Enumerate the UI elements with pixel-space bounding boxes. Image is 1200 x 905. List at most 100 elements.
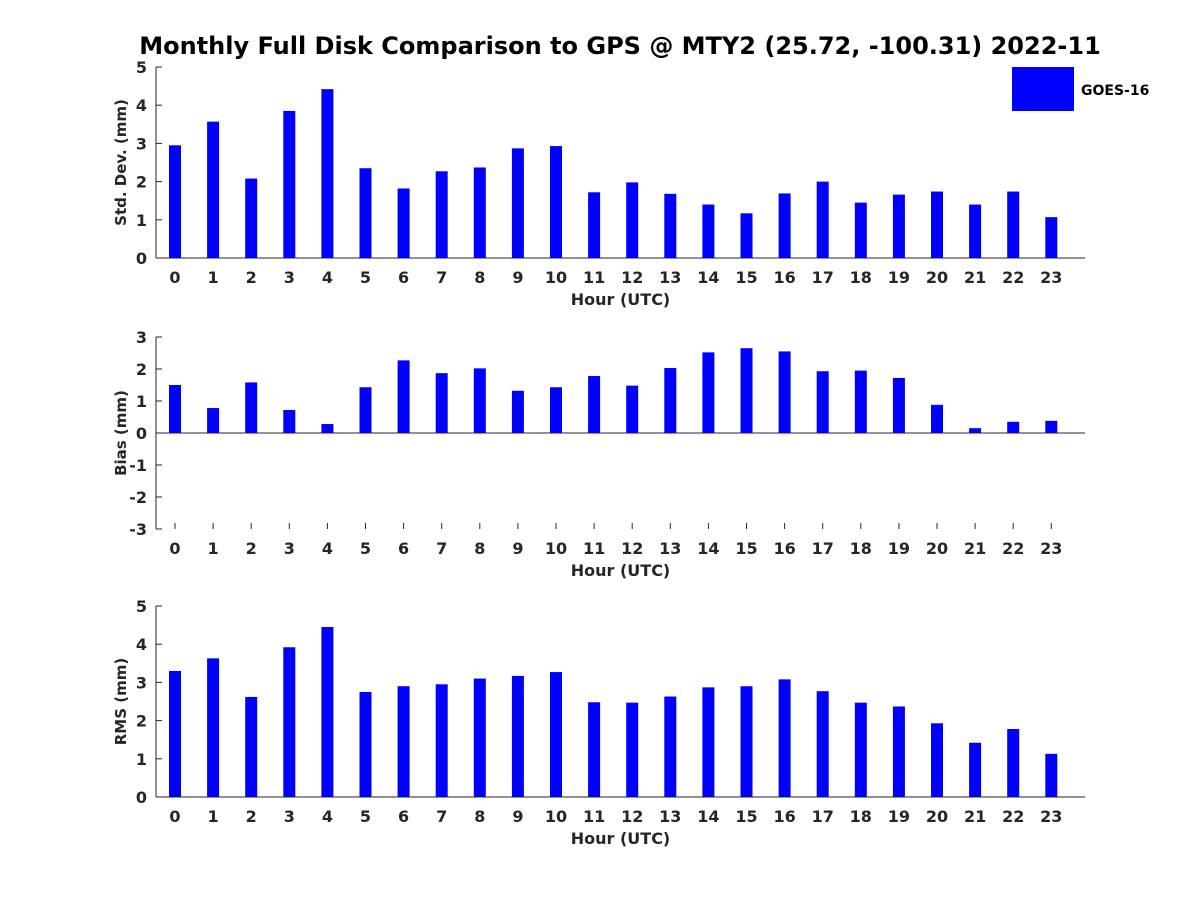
x-tick-label: 4: [322, 268, 333, 287]
x-tick-label: 12: [621, 539, 643, 558]
x-tick-label: 21: [964, 268, 986, 287]
bar-hour-3: [283, 110, 296, 259]
x-tick-label: 22: [1002, 807, 1024, 826]
x-tick-label: 18: [850, 807, 872, 826]
x-tick-label: 6: [398, 539, 409, 558]
x-tick-label: 1: [208, 268, 219, 287]
x-tick-label: 9: [512, 268, 523, 287]
y-tick-label: 2: [136, 712, 147, 731]
bar-hour-13: [664, 368, 677, 433]
bar-hour-5: [359, 387, 372, 433]
x-tick-label: 7: [436, 268, 447, 287]
bar-hour-10: [550, 146, 562, 258]
x-tick-label: 4: [322, 807, 333, 826]
x-tick-label: 18: [850, 268, 872, 287]
y-tick-label: 4: [136, 635, 147, 654]
x-tick-label: 17: [812, 539, 834, 558]
bar-hour-20: [931, 404, 943, 433]
bar-hour-17: [816, 371, 829, 433]
x-tick-label: 10: [545, 807, 567, 826]
y-tick-label: 3: [136, 134, 147, 153]
x-tick-label: 22: [1002, 539, 1024, 558]
x-tick-label: 23: [1040, 807, 1062, 826]
bar-hour-1: [207, 658, 220, 797]
x-tick-label: 9: [512, 539, 523, 558]
bar-hour-16: [778, 679, 791, 797]
x-axis-label: Hour (UTC): [571, 561, 671, 580]
x-tick-label: 0: [169, 807, 180, 826]
x-tick-label: 20: [926, 807, 948, 826]
x-tick-label: 17: [812, 268, 834, 287]
y-tick-label: -2: [129, 488, 147, 507]
bar-hour-12: [626, 182, 639, 258]
bar-hour-19: [892, 706, 905, 797]
x-tick-label: 0: [169, 539, 180, 558]
x-tick-label: 6: [398, 268, 409, 287]
bar-hour-0: [169, 670, 181, 797]
bar-hour-7: [435, 373, 448, 433]
x-tick-label: 19: [888, 268, 910, 287]
bar-hour-9: [511, 390, 524, 433]
chart-title: Monthly Full Disk Comparison to GPS @ MT…: [139, 32, 1101, 60]
y-tick-label: 2: [136, 173, 147, 192]
x-tick-label: 16: [773, 807, 795, 826]
x-tick-label: 2: [246, 268, 257, 287]
y-axis-label: RMS (mm): [112, 658, 130, 745]
bar-hour-17: [816, 181, 829, 258]
x-tick-label: 22: [1002, 268, 1024, 287]
bar-hour-13: [664, 193, 677, 258]
bar-hour-4: [321, 627, 334, 797]
y-tick-label: 0: [136, 424, 147, 443]
x-tick-label: 8: [474, 268, 485, 287]
x-tick-label: 14: [697, 807, 719, 826]
bar-hour-14: [702, 352, 715, 433]
y-tick-label: 1: [136, 392, 147, 411]
x-tick-label: 17: [812, 807, 834, 826]
bar-hour-1: [207, 408, 220, 433]
x-tick-label: 23: [1040, 268, 1062, 287]
x-tick-label: 3: [284, 268, 295, 287]
y-axis-label: Bias (mm): [112, 390, 130, 476]
x-tick-label: 1: [208, 807, 219, 826]
bar-hour-0: [169, 145, 181, 258]
x-tick-label: 13: [659, 539, 681, 558]
bar-hour-16: [778, 193, 791, 258]
bar-hour-0: [169, 385, 181, 433]
bar-hour-9: [511, 148, 524, 258]
x-tick-label: 9: [512, 807, 523, 826]
x-tick-label: 2: [246, 807, 257, 826]
bar-hour-14: [702, 687, 715, 797]
bar-hour-15: [740, 213, 753, 258]
x-tick-label: 10: [545, 539, 567, 558]
bar-hour-19: [892, 194, 905, 258]
x-tick-label: 11: [583, 807, 605, 826]
bar-hour-22: [1007, 729, 1020, 797]
x-tick-label: 12: [621, 807, 643, 826]
x-tick-label: 12: [621, 268, 643, 287]
legend: GOES-16: [1012, 67, 1149, 111]
x-tick-label: 3: [284, 807, 295, 826]
y-tick-label: 2: [136, 360, 147, 379]
x-axis-label: Hour (UTC): [571, 290, 671, 309]
bar-hour-20: [931, 723, 943, 797]
x-tick-label: 5: [360, 268, 371, 287]
bar-hour-3: [283, 409, 296, 433]
bar-hour-12: [626, 385, 639, 433]
bar-hour-11: [588, 192, 601, 258]
x-tick-label: 13: [659, 268, 681, 287]
x-tick-label: 0: [169, 268, 180, 287]
bar-hour-19: [892, 377, 905, 433]
bar-hour-8: [473, 167, 486, 258]
x-tick-label: 7: [436, 807, 447, 826]
x-tick-label: 8: [474, 807, 485, 826]
x-axis-label: Hour (UTC): [571, 829, 671, 848]
bar-hour-2: [245, 178, 258, 258]
x-tick-label: 15: [735, 539, 757, 558]
x-tick-label: 2: [246, 539, 257, 558]
y-tick-label: 5: [136, 58, 147, 77]
x-tick-label: 11: [583, 268, 605, 287]
x-tick-label: 15: [735, 807, 757, 826]
